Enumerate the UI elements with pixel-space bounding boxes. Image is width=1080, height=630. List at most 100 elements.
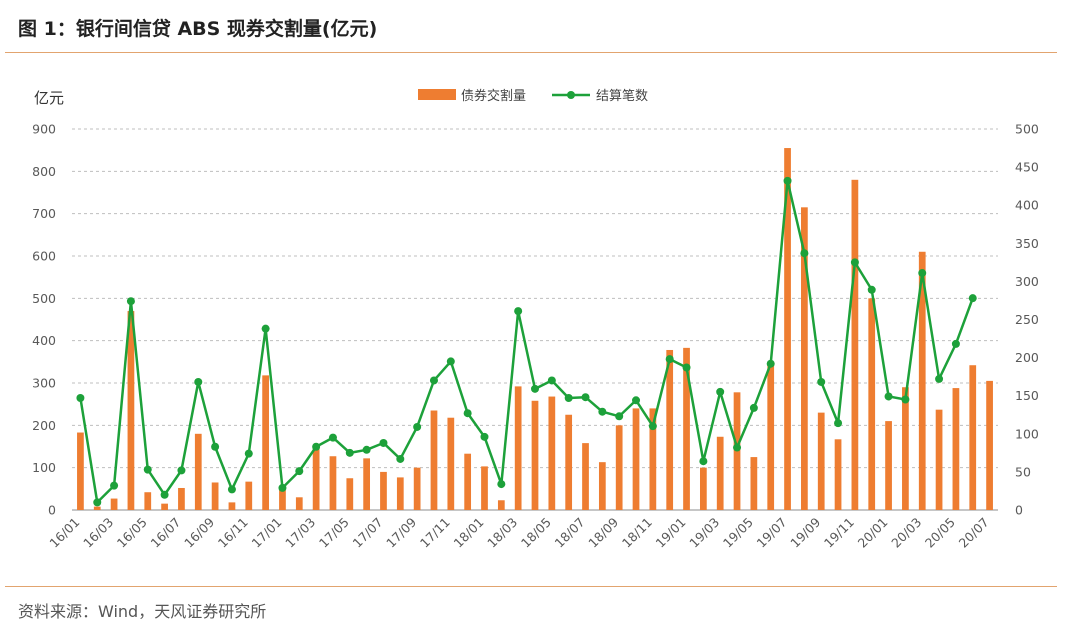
- y-right-tick-label: 200: [1015, 350, 1039, 365]
- y-right-tick-label: 350: [1015, 236, 1039, 251]
- line-point: [817, 377, 826, 386]
- line-point: [632, 396, 641, 405]
- y-right-tick-label: 0: [1015, 503, 1023, 518]
- line-point: [850, 258, 859, 267]
- line-point: [884, 392, 893, 401]
- x-tick-label: 17/07: [350, 515, 386, 551]
- line-point: [143, 465, 152, 474]
- footer-divider: [5, 586, 1057, 587]
- y-right-tick-label: 100: [1015, 426, 1039, 441]
- chart-title: 图 1：银行间信贷 ABS 现券交割量(亿元): [18, 18, 378, 40]
- y-left-tick-label: 900: [32, 122, 56, 137]
- bar: [413, 467, 421, 510]
- line-point: [244, 449, 253, 458]
- bar: [178, 487, 185, 510]
- line-point: [564, 393, 573, 402]
- x-tick-label: 19/03: [686, 515, 722, 551]
- x-tick-label: 16/03: [80, 515, 116, 551]
- bar: [228, 502, 236, 510]
- y-left-tick-label: 600: [32, 249, 56, 264]
- x-tick-label: 19/09: [787, 514, 823, 550]
- y-left-tick-label: 800: [32, 164, 56, 179]
- x-tick-label: 16/11: [215, 515, 251, 551]
- y-right-tick-label: 450: [1015, 160, 1039, 175]
- line-point: [160, 490, 169, 499]
- line-point: [278, 483, 287, 492]
- bar: [935, 409, 943, 510]
- header-divider: [5, 52, 1057, 53]
- x-tick-label: 16/05: [114, 515, 150, 551]
- bar: [902, 387, 909, 510]
- line-point: [295, 467, 304, 476]
- bar: [582, 443, 589, 510]
- bar-series: [77, 148, 993, 511]
- bar: [683, 347, 690, 510]
- bar: [110, 498, 118, 510]
- bar: [127, 311, 135, 510]
- line-point: [733, 443, 742, 452]
- y-right-tick-label: 250: [1015, 312, 1039, 327]
- x-tick-label: 19/05: [720, 515, 756, 551]
- bar: [194, 433, 202, 510]
- bar: [396, 477, 404, 510]
- x-tick-label: 17/01: [248, 515, 284, 551]
- line-point: [480, 432, 489, 441]
- legend-swatch-bars: [418, 89, 456, 100]
- line-point: [800, 249, 809, 258]
- line-point: [110, 481, 119, 490]
- y-left-tick-label: 700: [32, 206, 56, 221]
- bar: [380, 471, 387, 510]
- line-point: [901, 395, 910, 404]
- bar: [346, 478, 354, 510]
- y-left-tick-label: 500: [32, 291, 56, 306]
- line-point: [328, 433, 337, 442]
- line-point: [446, 357, 455, 366]
- line-point: [783, 176, 792, 185]
- y-right-tick-label: 150: [1015, 388, 1039, 403]
- line-point: [531, 384, 539, 393]
- y-left-tick-label: 400: [32, 333, 56, 348]
- bar: [801, 207, 808, 511]
- line-point: [598, 407, 607, 416]
- x-tick-label: 17/03: [282, 515, 318, 551]
- y-unit-label: 亿元: [34, 89, 64, 107]
- bar: [144, 492, 152, 510]
- y-axis-left: 0 100 200 300 400 500 600 700 800 900: [32, 122, 56, 518]
- line-point: [194, 377, 203, 386]
- legend-label-line: 结算笔数: [596, 88, 648, 104]
- y-axis-right: 0 50 100 150 200 250 300 350 400 450 500: [1015, 122, 1039, 518]
- y-left-tick-label: 0: [48, 503, 56, 518]
- line-point: [615, 412, 624, 421]
- bar: [716, 436, 724, 510]
- x-tick-label: 17/09: [383, 514, 419, 550]
- bar: [969, 365, 977, 510]
- x-tick-label: 18/05: [518, 515, 554, 551]
- line-point: [766, 359, 775, 368]
- x-tick-label: 16/01: [46, 515, 82, 551]
- bar: [430, 410, 438, 510]
- line-point: [497, 480, 506, 489]
- bar: [211, 482, 219, 510]
- x-tick-label: 18/01: [451, 515, 487, 551]
- line-point: [93, 498, 102, 507]
- line-point: [227, 485, 236, 494]
- line-point: [935, 374, 944, 383]
- line-point: [749, 403, 758, 412]
- x-tick-label: 20/07: [956, 515, 992, 551]
- bar: [834, 439, 842, 510]
- line-point: [648, 422, 657, 431]
- line-point: [867, 285, 876, 294]
- bar: [93, 506, 101, 510]
- y-left-tick-label: 200: [32, 418, 56, 433]
- bar: [161, 503, 168, 510]
- bar: [615, 425, 623, 510]
- line-point: [716, 387, 725, 396]
- line-point: [581, 393, 590, 402]
- line-point: [547, 376, 556, 385]
- x-tick-label: 16/07: [147, 515, 183, 551]
- bar: [531, 400, 539, 510]
- bar: [750, 457, 758, 510]
- line-point: [834, 419, 843, 428]
- bar: [868, 298, 876, 510]
- y-left-tick-label: 300: [32, 376, 56, 391]
